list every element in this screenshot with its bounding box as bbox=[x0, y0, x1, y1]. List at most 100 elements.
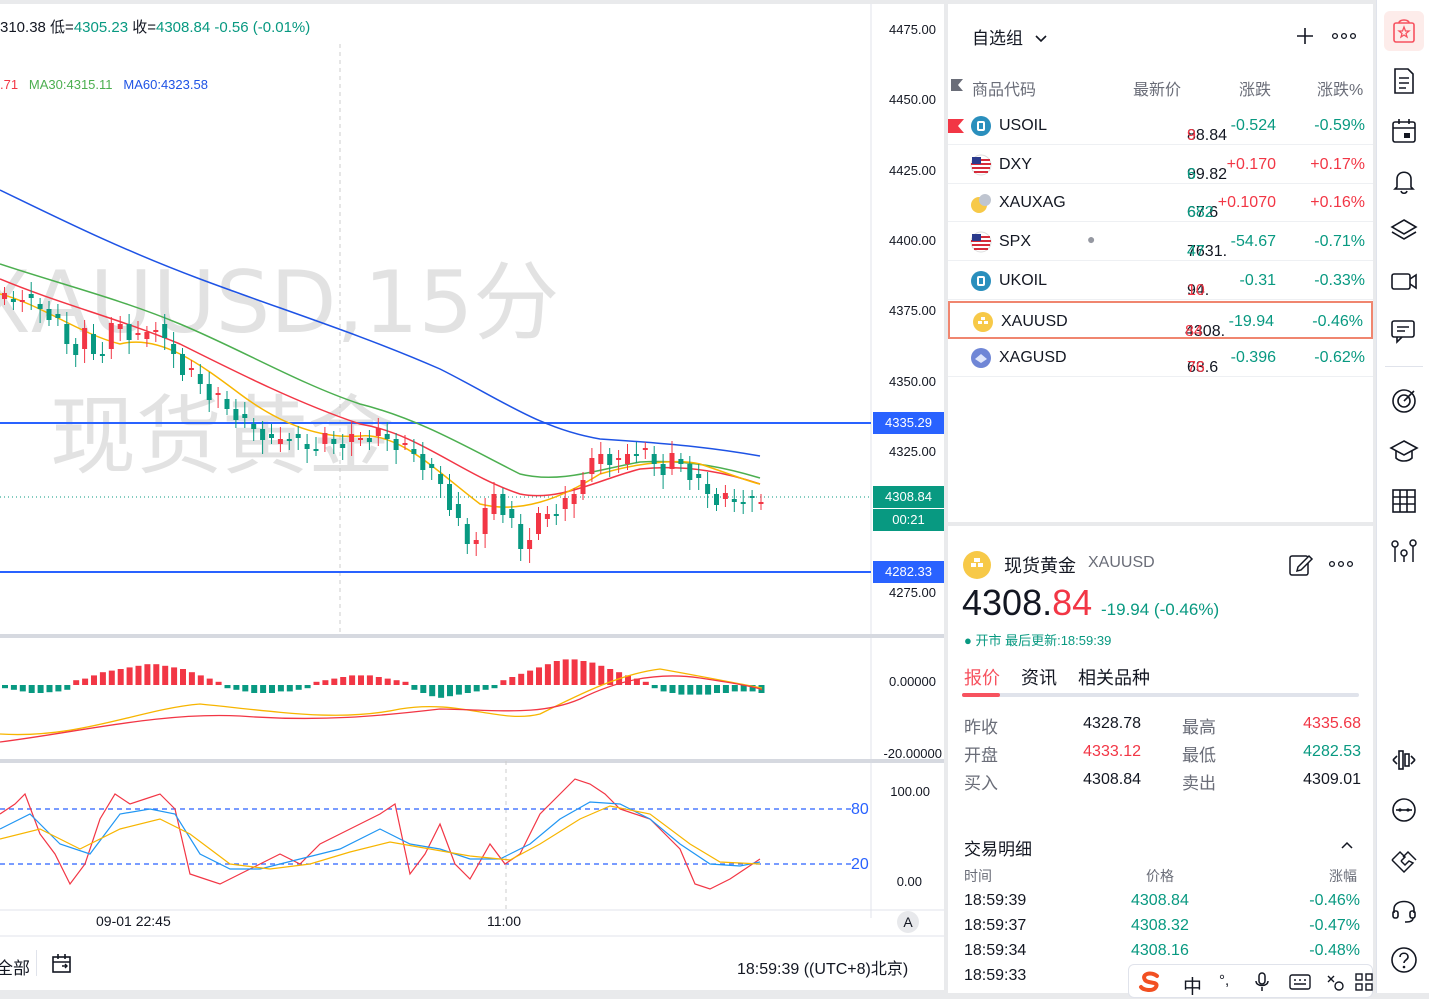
hline-lower-tag[interactable]: 4282.33 bbox=[873, 561, 944, 583]
axis-price-4475: 4475.00 bbox=[889, 22, 936, 37]
macd-bar bbox=[206, 678, 213, 685]
watchlist-row-xauxag[interactable]: XAUXAG 67.6 682 +0.1070 +0.16% bbox=[948, 184, 1373, 223]
watchlist-row-spx[interactable]: SPX ● 7631. 47 -54.67 -0.71% bbox=[948, 223, 1373, 262]
target-icon[interactable] bbox=[1389, 386, 1419, 416]
watchlist-pct: -0.33% bbox=[1314, 271, 1365, 289]
header-symbol[interactable]: 商品代码 bbox=[972, 82, 1037, 99]
trades-title: 交易明细 bbox=[964, 840, 1032, 859]
toolbox-icon[interactable] bbox=[1354, 972, 1374, 992]
chat-icon[interactable] bbox=[1389, 316, 1419, 346]
header-change-pct[interactable]: 涨跌% bbox=[1317, 82, 1364, 99]
watchlist-row-dxy[interactable]: DXY 99.82 6 +0.170 +0.17% bbox=[948, 146, 1373, 184]
watchlist-last-tail: 76 bbox=[1187, 359, 1205, 377]
macd-bar bbox=[295, 685, 302, 690]
headset-support-icon[interactable] bbox=[1389, 895, 1419, 925]
candle-body bbox=[705, 484, 711, 494]
layers-icon[interactable] bbox=[1389, 216, 1419, 246]
watchlist-last-main: 67.6 bbox=[1187, 204, 1219, 222]
header-last[interactable]: 最新价 bbox=[1133, 82, 1182, 99]
watchlist-row-xauusd[interactable]: XAUUSD 4308. 84 -19.94 -0.46% bbox=[948, 300, 1373, 340]
candle-body bbox=[358, 438, 363, 440]
alert-bell-icon[interactable] bbox=[1389, 166, 1419, 196]
collapse-chevron-icon[interactable] bbox=[1340, 840, 1354, 850]
watchlist-change: -19.94 bbox=[1228, 312, 1274, 330]
candle-body bbox=[162, 324, 168, 338]
add-symbol-icon[interactable] bbox=[1295, 26, 1315, 46]
assistant-icon[interactable] bbox=[1389, 795, 1419, 825]
education-cap-icon[interactable] bbox=[1389, 436, 1419, 466]
tab-active-indicator bbox=[962, 693, 1000, 697]
macd-bar bbox=[633, 678, 640, 685]
candle-body bbox=[625, 454, 630, 464]
news-icon[interactable] bbox=[1389, 66, 1419, 96]
header-change[interactable]: 涨跌 bbox=[1239, 82, 1272, 99]
ohlc-legend: 310.38 低=4305.23 收=4308.84 -0.56 (-0.01%… bbox=[0, 16, 310, 37]
video-icon[interactable] bbox=[1389, 266, 1419, 296]
ohlc-close: 4308.84 bbox=[155, 19, 211, 36]
detail-name: 现货黄金 bbox=[1004, 556, 1076, 576]
candle-body bbox=[242, 414, 248, 418]
oil-icon bbox=[971, 270, 991, 291]
chart-area[interactable]: XAUUSD,15分 现货黄金 310.38 低=4305.23 收=4308.… bbox=[0, 4, 944, 990]
watchlist-star-icon[interactable] bbox=[1389, 16, 1419, 46]
ime-punct-mode[interactable]: °, bbox=[1219, 972, 1230, 989]
red-flag-icon[interactable] bbox=[948, 119, 964, 133]
help-icon[interactable] bbox=[1389, 945, 1419, 975]
auto-scale-button[interactable]: A bbox=[897, 911, 919, 933]
macd-bar bbox=[411, 685, 418, 690]
macd-bar bbox=[358, 675, 364, 685]
macd-axis-min: -20.00000 bbox=[883, 746, 942, 761]
stat-label: 卖出 bbox=[1182, 774, 1216, 793]
range-all-button[interactable]: 全部 bbox=[0, 959, 30, 978]
bottom-clock[interactable]: 18:59:39 ((UTC+8)北京) bbox=[737, 961, 909, 978]
scatter-tool-icon[interactable] bbox=[1389, 536, 1419, 566]
candle-body bbox=[758, 502, 764, 504]
trade-price: 4308.32 bbox=[1131, 917, 1189, 934]
macd-bar bbox=[509, 677, 516, 685]
watchlist-row-usoil[interactable]: USOIL 88.84 9 -0.524 -0.59% bbox=[948, 107, 1373, 145]
ma-legend: .71 MA30:4315.11 MA60:4323.58 bbox=[0, 77, 208, 92]
goto-date-icon[interactable] bbox=[50, 952, 74, 976]
trade-row: 18:59:39 4308.84 -0.46% bbox=[964, 892, 1360, 916]
calendar-icon[interactable] bbox=[1389, 116, 1419, 146]
macd-bar bbox=[678, 685, 685, 695]
candle-body bbox=[197, 374, 203, 384]
detail-more-icon[interactable] bbox=[1328, 560, 1354, 568]
handshake-icon[interactable] bbox=[1389, 845, 1419, 875]
tab-related[interactable]: 相关品种 bbox=[1078, 668, 1150, 688]
candle-body bbox=[144, 332, 150, 339]
macd-bar bbox=[731, 685, 738, 692]
macd-bar bbox=[28, 685, 35, 693]
candle-body bbox=[126, 324, 132, 340]
macd-bar bbox=[117, 669, 124, 685]
watchlist-symbol: SPX bbox=[999, 233, 1032, 251]
tab-news[interactable]: 资讯 bbox=[1021, 668, 1057, 688]
macd-bar bbox=[233, 685, 240, 690]
hline-upper-tag[interactable]: 4335.29 bbox=[873, 412, 944, 434]
macd-bar bbox=[544, 664, 551, 685]
tab-quote[interactable]: 报价 bbox=[964, 668, 1000, 688]
trade-pct: -0.47% bbox=[1309, 917, 1360, 934]
candle-body bbox=[411, 449, 417, 454]
microphone-icon[interactable] bbox=[1253, 972, 1271, 992]
macd-bar bbox=[749, 685, 756, 692]
header-flag-icon[interactable] bbox=[950, 78, 964, 92]
keyboard-icon[interactable] bbox=[1289, 973, 1311, 991]
candle-body bbox=[366, 438, 372, 442]
trade-time: 18:59:39 bbox=[964, 892, 1027, 909]
grid-table-icon[interactable] bbox=[1389, 486, 1419, 516]
watchlist-row-ukoil[interactable]: UKOIL 94. 10 -0.31 -0.33% bbox=[948, 262, 1373, 300]
watchlist-group-dropdown[interactable]: 自选组 bbox=[972, 24, 1048, 49]
watchlist-row-xagusd[interactable]: XAGUSD 63.6 76 -0.396 -0.62% bbox=[948, 339, 1373, 378]
compare-icon[interactable] bbox=[1389, 745, 1419, 775]
skin-icon[interactable] bbox=[1325, 973, 1345, 991]
trade-time: 18:59:37 bbox=[964, 917, 1027, 934]
price-chart[interactable] bbox=[0, 4, 944, 990]
ime-chinese-mode[interactable]: 中 bbox=[1183, 977, 1203, 998]
sogou-logo-icon[interactable] bbox=[1137, 971, 1163, 993]
candle-body bbox=[2, 293, 7, 299]
macd-bar bbox=[625, 675, 631, 685]
macd-axis-zero: 0.00000 bbox=[889, 674, 936, 689]
edit-note-icon[interactable] bbox=[1288, 552, 1314, 578]
more-options-icon[interactable] bbox=[1331, 32, 1357, 40]
